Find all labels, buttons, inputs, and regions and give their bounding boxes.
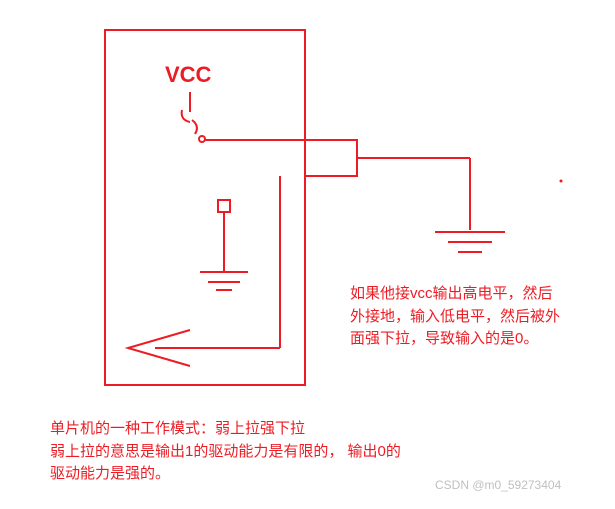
right-caption-line3: 面强下拉，导致输入的是0。 [350, 328, 560, 351]
watermark: CSDN @m0_59273404 [435, 478, 561, 492]
right-caption-line1: 如果他接vcc输出高电平，然后 [350, 283, 560, 306]
switch-knob-1 [182, 110, 190, 122]
bottom-caption-line1: 单片机的一种工作模式：弱上拉强下拉 [50, 418, 401, 441]
bottom-caption: 单片机的一种工作模式：弱上拉强下拉 弱上拉的意思是输出1的驱动能力是有限的， 输… [50, 418, 401, 486]
switch-knob-2 [192, 120, 197, 134]
stray-dot [560, 180, 563, 183]
right-caption-line2: 外接地，输入低电平，然后被外 [350, 306, 560, 329]
switch-contact [199, 136, 205, 142]
internal-node [218, 200, 230, 212]
bottom-caption-line2: 弱上拉的意思是输出1的驱动能力是有限的， 输出0的 [50, 441, 401, 464]
vcc-label: VCC [165, 58, 211, 91]
bottom-caption-line3: 驱动能力是强的。 [50, 463, 401, 486]
connector-box [305, 140, 357, 176]
right-caption: 如果他接vcc输出高电平，然后 外接地，输入低电平，然后被外 面强下拉，导致输入… [350, 283, 560, 351]
